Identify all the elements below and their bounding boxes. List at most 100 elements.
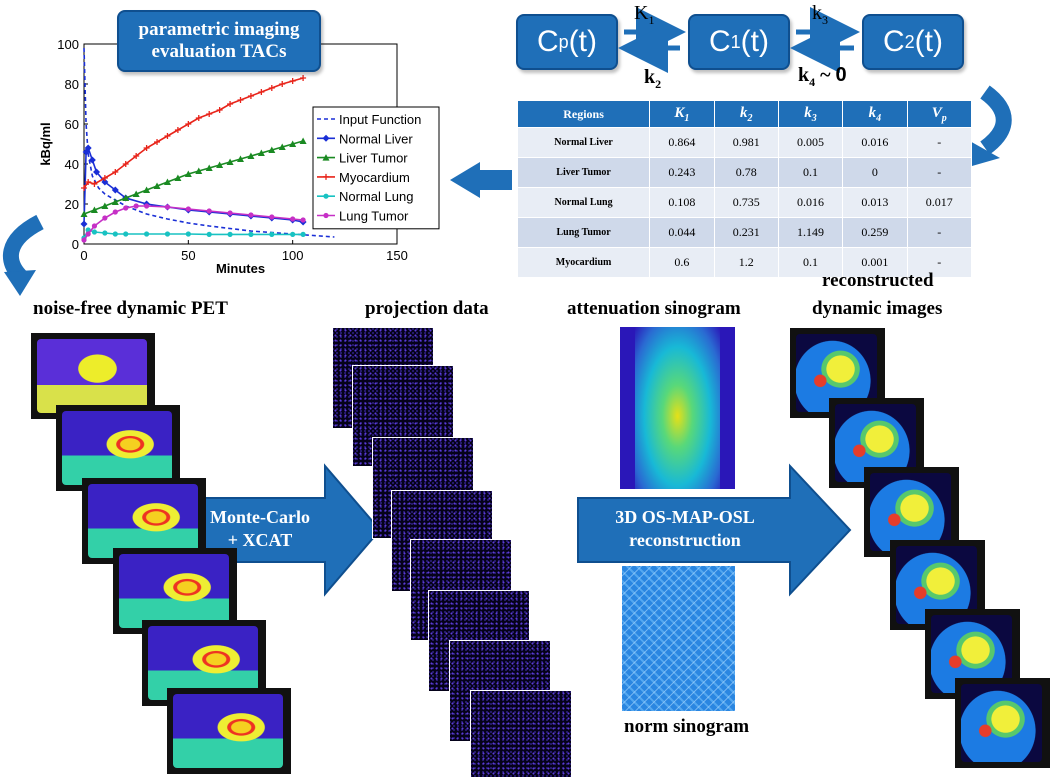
- data-point: [205, 164, 213, 171]
- data-point: [299, 137, 307, 144]
- data-point: [102, 230, 108, 236]
- table-header: k2: [713, 100, 779, 128]
- y-tick-label: 40: [65, 157, 79, 172]
- series-line: [83, 140, 304, 215]
- data-point: [133, 153, 140, 159]
- data-point: [163, 178, 171, 185]
- data-point: [102, 215, 108, 221]
- pet-frame: [113, 548, 237, 634]
- data-point: [248, 212, 254, 218]
- kinetic-parameter-table: Regions K1 k2 k3 k4 Vp Normal Liver 0.864…: [516, 100, 973, 278]
- k3-label: k3: [812, 2, 828, 27]
- data-point: [300, 75, 307, 81]
- data-point: [226, 158, 234, 165]
- data-point: [195, 167, 203, 174]
- data-point: [164, 204, 171, 210]
- data-point: [279, 81, 286, 87]
- y-tick-label: 100: [57, 37, 79, 52]
- table-header: Vp: [906, 100, 973, 128]
- data-point: [290, 216, 296, 222]
- legend-label: Input Function: [339, 112, 421, 127]
- data-point: [300, 217, 306, 223]
- data-point: [185, 206, 191, 212]
- table-row: Normal Liver 0.864 0.981 0.005 0.016-: [516, 127, 973, 158]
- table-header: k3: [777, 100, 844, 128]
- curved-arrow-right: [980, 85, 1012, 155]
- data-point: [184, 170, 192, 177]
- data-point: [144, 203, 150, 209]
- y-tick-label: 0: [72, 237, 79, 252]
- data-point: [227, 231, 233, 237]
- data-point: [227, 210, 233, 216]
- data-point: [111, 186, 119, 194]
- legend-label: Normal Lung: [339, 189, 413, 204]
- data-point: [112, 209, 118, 215]
- legend-label: Liver Tumor: [339, 151, 408, 166]
- tac-chart: 0 50 100 150 0 20 40 60 80 100 Minutes kBq/ml Input …: [38, 37, 440, 276]
- data-point: [258, 89, 265, 95]
- data-point: [269, 214, 275, 220]
- data-point: [164, 133, 171, 139]
- data-point: [237, 155, 244, 162]
- y-tick-label: 80: [65, 77, 79, 92]
- legend-label: Lung Tumor: [339, 209, 409, 224]
- data-point: [123, 231, 129, 237]
- data-point: [111, 198, 119, 205]
- data-point: [153, 182, 161, 189]
- table-row: Normal Lung 0.108 0.735 0.016 0.013 0.017: [516, 187, 973, 218]
- monte-carlo-text: Monte-Carlo + XCAT: [210, 507, 310, 550]
- data-point: [101, 178, 109, 186]
- compartment-c1: C 1 (t): [688, 14, 790, 70]
- data-point: [268, 146, 276, 153]
- norm-sinogram-image: [622, 566, 735, 711]
- x-tick-label: 100: [282, 248, 304, 263]
- data-point: [237, 97, 244, 103]
- projection-label: projection data: [365, 298, 489, 319]
- data-point: [268, 85, 275, 91]
- data-point: [91, 181, 98, 187]
- legend-label: Normal Liver: [339, 131, 413, 146]
- k2-label: k2: [644, 66, 662, 91]
- data-point: [206, 111, 213, 117]
- reconstructed-label-2: dynamic images: [812, 298, 943, 319]
- table-to-chart-arrow: [450, 162, 512, 198]
- series-line: [83, 47, 335, 238]
- data-point: [112, 231, 118, 237]
- y-axis-label: kBq/ml: [38, 122, 53, 165]
- k1-label: K1: [634, 2, 655, 27]
- data-point: [174, 174, 182, 181]
- data-point: [227, 101, 234, 107]
- data-point: [122, 161, 129, 167]
- data-point: [206, 208, 212, 214]
- data-point: [143, 145, 150, 151]
- reconstructed-frame: [955, 678, 1050, 768]
- data-point: [144, 231, 150, 237]
- attenuation-label: attenuation sinogram: [567, 298, 741, 319]
- chart-title: parametric imaging evaluation TACs: [138, 19, 300, 62]
- data-point: [289, 78, 296, 84]
- x-tick-label: 0: [80, 248, 87, 263]
- data-point: [132, 190, 140, 197]
- data-point: [269, 231, 275, 237]
- pet-frame: [167, 688, 291, 774]
- data-point: [84, 144, 92, 152]
- data-point: [185, 121, 192, 127]
- data-point: [93, 168, 101, 176]
- table-row: Myocardium 0.6 1.2 0.1 0.001-: [516, 247, 973, 278]
- data-point: [85, 231, 91, 237]
- data-point: [248, 231, 254, 237]
- table-header: K1: [649, 100, 715, 128]
- table-header: k4: [842, 100, 908, 128]
- data-point: [91, 229, 98, 235]
- data-point: [143, 186, 151, 193]
- data-point: [185, 231, 191, 237]
- data-point: [112, 169, 119, 175]
- data-point: [81, 237, 87, 243]
- pet-frame: [31, 333, 155, 419]
- table-row: Liver Tumor 0.243 0.78 0.1 0-: [516, 157, 973, 188]
- pet-frame: [142, 620, 266, 706]
- legend-label: Myocardium: [339, 170, 410, 185]
- data-point: [80, 220, 88, 228]
